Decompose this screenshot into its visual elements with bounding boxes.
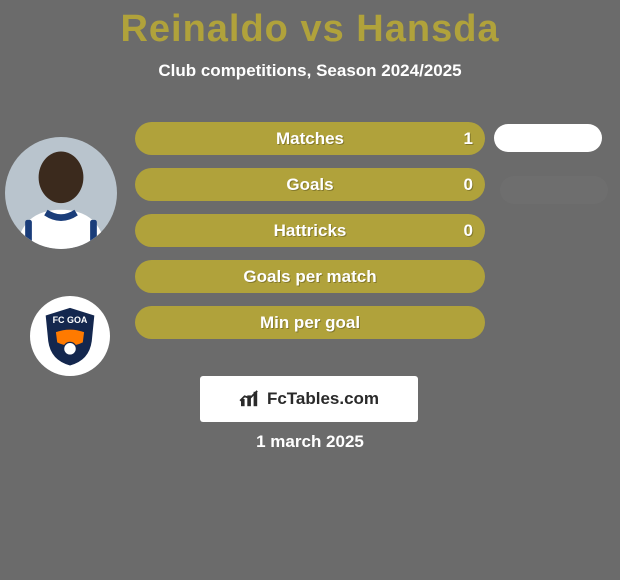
subtitle: Club competitions, Season 2024/2025 [0,61,620,81]
bar-value: 1 [464,129,473,149]
branding-text: FcTables.com [267,389,379,409]
player-avatar-svg [5,137,117,249]
player-avatar [5,137,117,249]
team-badge: FC GOA [30,296,110,376]
bar-label: Min per goal [260,313,360,333]
branding-box: FcTables.com [200,376,418,422]
bar-label: Goals [286,175,333,195]
bar-value: 0 [464,175,473,195]
bar-label: Matches [276,129,344,149]
comparison-pill-1 [494,124,602,152]
bar-matches: Matches 1 [135,122,485,155]
team-badge-svg: FC GOA [38,304,102,368]
bar-label: Goals per match [243,267,376,287]
bar-hattricks: Hattricks 0 [135,214,485,247]
content-root: Reinaldo vs Hansda Club competitions, Se… [0,0,620,580]
page-title: Reinaldo vs Hansda [0,0,620,51]
date-text: 1 march 2025 [0,432,620,452]
stat-bars: Matches 1 Goals 0 Hattricks 0 Goals per … [135,122,485,352]
bar-label: Hattricks [274,221,347,241]
bar-goals-per-match: Goals per match [135,260,485,293]
bar-goals: Goals 0 [135,168,485,201]
comparison-pill-2 [500,176,608,204]
bar-value: 0 [464,221,473,241]
bar-chart-icon [239,390,261,408]
svg-text:FC GOA: FC GOA [53,315,88,325]
bar-min-per-goal: Min per goal [135,306,485,339]
